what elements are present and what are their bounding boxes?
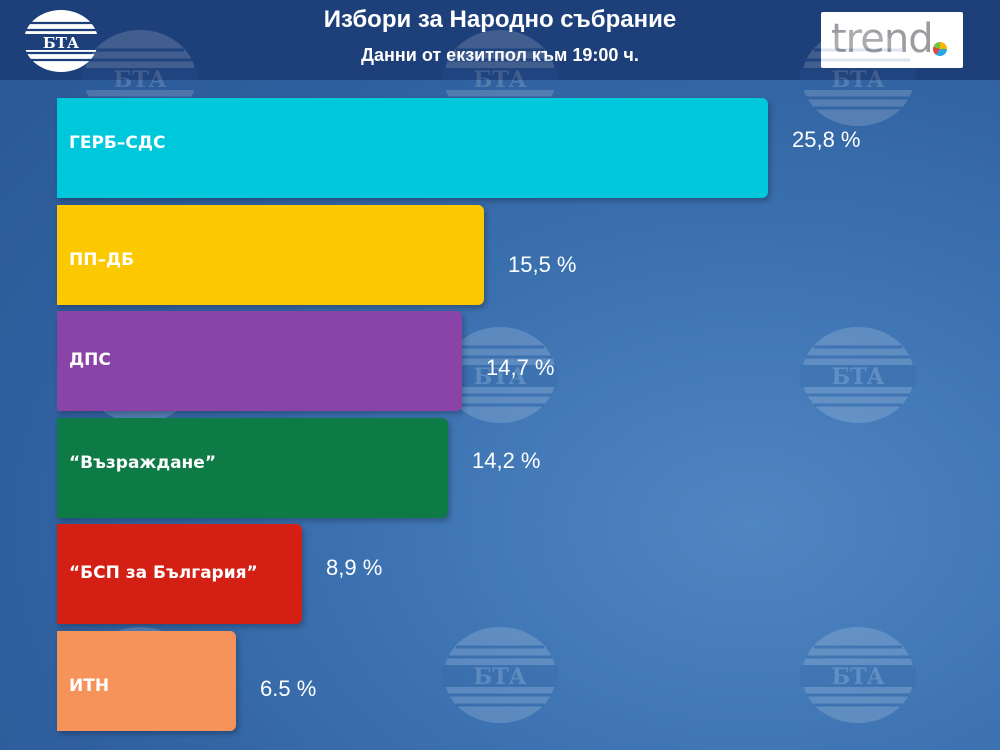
bar bbox=[57, 418, 448, 518]
bar-value-label: 8,9 % bbox=[326, 555, 383, 580]
bar-category-label: ПП–ДБ bbox=[69, 250, 135, 270]
bar-value-label: 6.5 % bbox=[260, 676, 317, 701]
header-bar: БТА Избори за Народно събрание Данни от … bbox=[0, 0, 1000, 80]
bar bbox=[57, 311, 462, 411]
trend-logo: trend bbox=[821, 12, 963, 68]
bta-logo-text: БТА bbox=[43, 34, 80, 52]
bar-value-label: 25,8 % bbox=[792, 127, 861, 152]
bta-logo-icon: БТА bbox=[24, 10, 98, 72]
bar-value-label: 14,2 % bbox=[472, 448, 541, 473]
bar-category-label: ГЕРБ–СДС bbox=[69, 133, 166, 153]
bar bbox=[57, 524, 302, 624]
bar-category-label: “БСП за България” bbox=[69, 563, 258, 583]
bar bbox=[57, 631, 236, 731]
bar-value-label: 15,5 % bbox=[508, 252, 577, 277]
bar bbox=[57, 205, 484, 305]
bar-category-label: ИТН bbox=[69, 676, 110, 696]
trend-logo-dot-icon bbox=[933, 42, 947, 56]
bar-category-label: “Възраждане” bbox=[69, 453, 216, 473]
bar bbox=[57, 98, 768, 198]
bar-value-label: 14,7 % bbox=[486, 355, 555, 380]
trend-logo-text: trend bbox=[831, 16, 934, 62]
page-title: Избори за Народно събрание bbox=[323, 6, 677, 33]
page-subtitle: Данни от екзитпол към 19:00 ч. bbox=[361, 45, 639, 65]
bar-category-label: ДПС bbox=[69, 350, 111, 370]
